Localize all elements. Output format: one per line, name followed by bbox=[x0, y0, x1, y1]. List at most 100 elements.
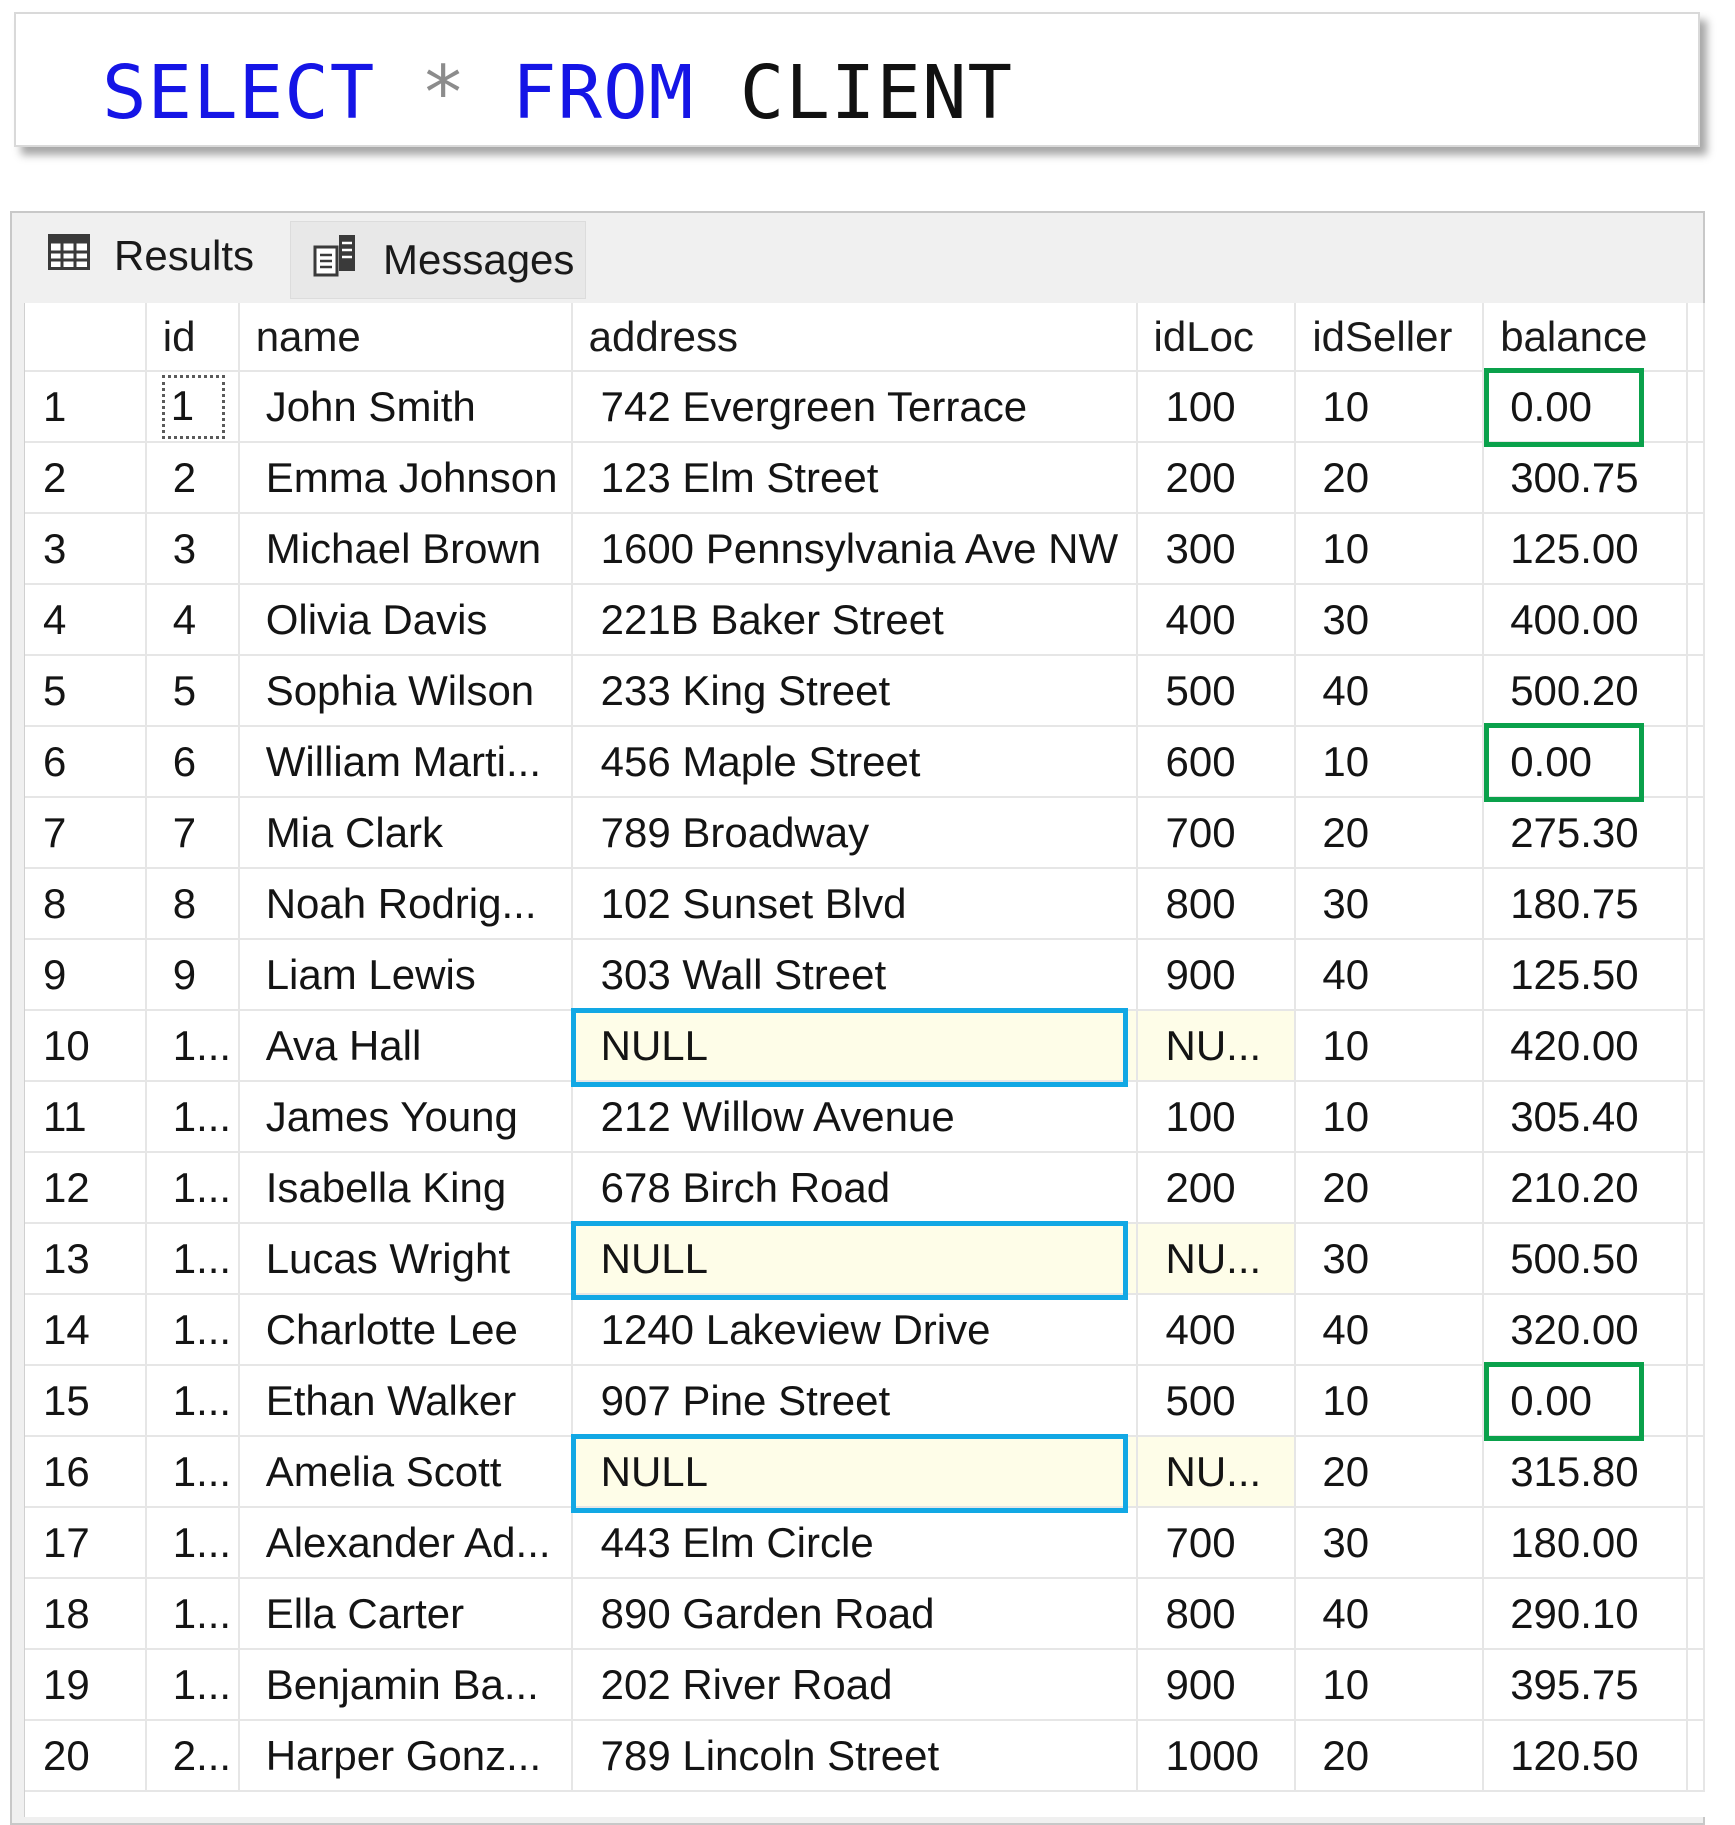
address-cell[interactable]: 742 Evergreen Terrace bbox=[571, 371, 1138, 443]
idseller-cell[interactable]: 40 bbox=[1295, 655, 1485, 727]
id-cell[interactable]: 1 bbox=[145, 371, 240, 443]
name-cell[interactable]: Ella Carter bbox=[238, 1578, 573, 1650]
name-cell[interactable]: Ava Hall bbox=[238, 1010, 573, 1082]
sql-query-editor[interactable]: SELECT * FROM CLIENT bbox=[14, 12, 1700, 147]
id-cell[interactable]: 1... bbox=[145, 1081, 240, 1153]
table-row[interactable]: 5 5 Sophia Wilson 233 King Street 500 40 500.2… bbox=[25, 655, 1705, 727]
balance-cell[interactable]: 180.00 bbox=[1483, 1507, 1688, 1579]
idseller-cell[interactable]: 10 bbox=[1295, 513, 1485, 585]
idseller-cell[interactable]: 30 bbox=[1295, 1507, 1485, 1579]
name-cell[interactable]: Harper Gonz... bbox=[238, 1720, 573, 1792]
row-number-cell[interactable]: 9 bbox=[25, 939, 147, 1011]
row-number-cell[interactable]: 15 bbox=[25, 1365, 147, 1437]
idseller-cell[interactable]: 20 bbox=[1295, 442, 1485, 514]
tab-messages[interactable]: Messages bbox=[290, 221, 586, 299]
address-cell[interactable]: NULL bbox=[569, 1007, 1138, 1086]
idloc-cell[interactable]: 400 bbox=[1136, 1294, 1297, 1366]
name-cell[interactable]: Emma Johnson bbox=[238, 442, 573, 514]
idseller-cell[interactable]: 40 bbox=[1295, 1578, 1485, 1650]
idseller-cell[interactable]: 40 bbox=[1295, 939, 1485, 1011]
address-cell[interactable]: 443 Elm Circle bbox=[571, 1507, 1138, 1579]
address-cell[interactable]: 907 Pine Street bbox=[571, 1365, 1138, 1437]
row-number-cell[interactable]: 2 bbox=[25, 442, 147, 514]
id-cell[interactable]: 8 bbox=[145, 868, 240, 940]
table-row[interactable]: 10 1... Ava Hall NULL NU... 10 420.00 bbox=[25, 1007, 1705, 1086]
idseller-cell[interactable]: 10 bbox=[1295, 1010, 1485, 1082]
row-number-cell[interactable]: 17 bbox=[25, 1507, 147, 1579]
name-cell[interactable]: Olivia Davis bbox=[238, 584, 573, 656]
row-number-cell[interactable]: 3 bbox=[25, 513, 147, 585]
name-cell[interactable]: Lucas Wright bbox=[238, 1223, 573, 1295]
name-cell[interactable]: Benjamin Ba... bbox=[238, 1649, 573, 1721]
idloc-cell[interactable]: 200 bbox=[1136, 1152, 1297, 1224]
address-cell[interactable]: 221B Baker Street bbox=[571, 584, 1138, 656]
table-row[interactable]: 13 1... Lucas Wright NULL NU... 30 500.50 bbox=[25, 1220, 1705, 1299]
id-cell[interactable]: 1... bbox=[145, 1436, 240, 1508]
idseller-cell[interactable]: 20 bbox=[1295, 1152, 1485, 1224]
table-row[interactable]: 17 1... Alexander Ad... 443 Elm Circle 700 30… bbox=[25, 1507, 1705, 1579]
address-cell[interactable]: 303 Wall Street bbox=[571, 939, 1138, 1011]
balance-cell[interactable]: 0.00 bbox=[1483, 722, 1688, 801]
id-cell[interactable]: 3 bbox=[145, 513, 240, 585]
id-cell[interactable]: 2... bbox=[145, 1720, 240, 1792]
idseller-cell[interactable]: 30 bbox=[1295, 584, 1485, 656]
id-cell[interactable]: 1... bbox=[145, 1223, 240, 1295]
address-cell[interactable]: 212 Willow Avenue bbox=[571, 1081, 1138, 1153]
balance-cell[interactable]: 320.00 bbox=[1483, 1294, 1688, 1366]
idloc-cell[interactable]: 100 bbox=[1136, 1081, 1297, 1153]
idloc-cell[interactable]: NU... bbox=[1136, 1223, 1297, 1295]
idloc-cell[interactable]: 600 bbox=[1136, 726, 1297, 798]
column-header-idloc[interactable]: idLoc bbox=[1136, 303, 1297, 372]
row-number-cell[interactable]: 11 bbox=[25, 1081, 147, 1153]
table-row[interactable]: 18 1... Ella Carter 890 Garden Road 800 40 290… bbox=[25, 1578, 1705, 1650]
table-row[interactable]: 9 9 Liam Lewis 303 Wall Street 900 40 125.50 bbox=[25, 939, 1705, 1011]
name-cell[interactable]: Liam Lewis bbox=[238, 939, 573, 1011]
balance-cell[interactable]: 290.10 bbox=[1483, 1578, 1688, 1650]
row-number-cell[interactable]: 1 bbox=[25, 371, 147, 443]
id-cell[interactable]: 2 bbox=[145, 442, 240, 514]
address-cell[interactable]: 789 Broadway bbox=[571, 797, 1138, 869]
row-number-cell[interactable]: 8 bbox=[25, 868, 147, 940]
idseller-cell[interactable]: 20 bbox=[1295, 1720, 1485, 1792]
address-cell[interactable]: 233 King Street bbox=[571, 655, 1138, 727]
name-cell[interactable]: Amelia Scott bbox=[238, 1436, 573, 1508]
name-cell[interactable]: Charlotte Lee bbox=[238, 1294, 573, 1366]
idloc-cell[interactable]: NU... bbox=[1136, 1436, 1297, 1508]
balance-cell[interactable]: 0.00 bbox=[1483, 1361, 1688, 1440]
table-row[interactable]: 6 6 William Marti... 456 Maple Street 600 10 0… bbox=[25, 722, 1705, 801]
id-cell[interactable]: 9 bbox=[145, 939, 240, 1011]
balance-cell[interactable]: 420.00 bbox=[1483, 1010, 1688, 1082]
idloc-cell[interactable]: 700 bbox=[1136, 797, 1297, 869]
id-cell[interactable]: 1... bbox=[145, 1294, 240, 1366]
tab-results[interactable]: Results bbox=[16, 217, 288, 295]
idloc-cell[interactable]: 800 bbox=[1136, 1578, 1297, 1650]
table-row[interactable]: 7 7 Mia Clark 789 Broadway 700 20 275.30 bbox=[25, 797, 1705, 869]
idseller-cell[interactable]: 10 bbox=[1295, 1365, 1485, 1437]
column-header-idseller[interactable]: idSeller bbox=[1295, 303, 1485, 372]
column-header-rownum[interactable] bbox=[25, 303, 147, 372]
idloc-cell[interactable]: 500 bbox=[1136, 655, 1297, 727]
id-cell[interactable]: 4 bbox=[145, 584, 240, 656]
table-row[interactable]: 15 1... Ethan Walker 907 Pine Street 500 10 0.… bbox=[25, 1361, 1705, 1440]
address-cell[interactable]: NULL bbox=[569, 1220, 1138, 1299]
address-cell[interactable]: 202 River Road bbox=[571, 1649, 1138, 1721]
idseller-cell[interactable]: 10 bbox=[1295, 726, 1485, 798]
name-cell[interactable]: Sophia Wilson bbox=[238, 655, 573, 727]
balance-cell[interactable]: 0.00 bbox=[1483, 367, 1688, 446]
row-number-cell[interactable]: 10 bbox=[25, 1010, 147, 1082]
id-cell[interactable]: 1... bbox=[145, 1010, 240, 1082]
name-cell[interactable]: William Marti... bbox=[238, 726, 573, 798]
name-cell[interactable]: John Smith bbox=[238, 371, 573, 443]
row-number-cell[interactable]: 14 bbox=[25, 1294, 147, 1366]
name-cell[interactable]: Michael Brown bbox=[238, 513, 573, 585]
name-cell[interactable]: Mia Clark bbox=[238, 797, 573, 869]
address-cell[interactable]: 789 Lincoln Street bbox=[571, 1720, 1138, 1792]
row-number-cell[interactable]: 13 bbox=[25, 1223, 147, 1295]
balance-cell[interactable]: 500.20 bbox=[1483, 655, 1688, 727]
address-cell[interactable]: NULL bbox=[569, 1433, 1138, 1512]
id-cell[interactable]: 1... bbox=[145, 1507, 240, 1579]
row-number-cell[interactable]: 5 bbox=[25, 655, 147, 727]
idloc-cell[interactable]: NU... bbox=[1136, 1010, 1297, 1082]
balance-cell[interactable]: 125.50 bbox=[1483, 939, 1688, 1011]
balance-cell[interactable]: 125.00 bbox=[1483, 513, 1688, 585]
